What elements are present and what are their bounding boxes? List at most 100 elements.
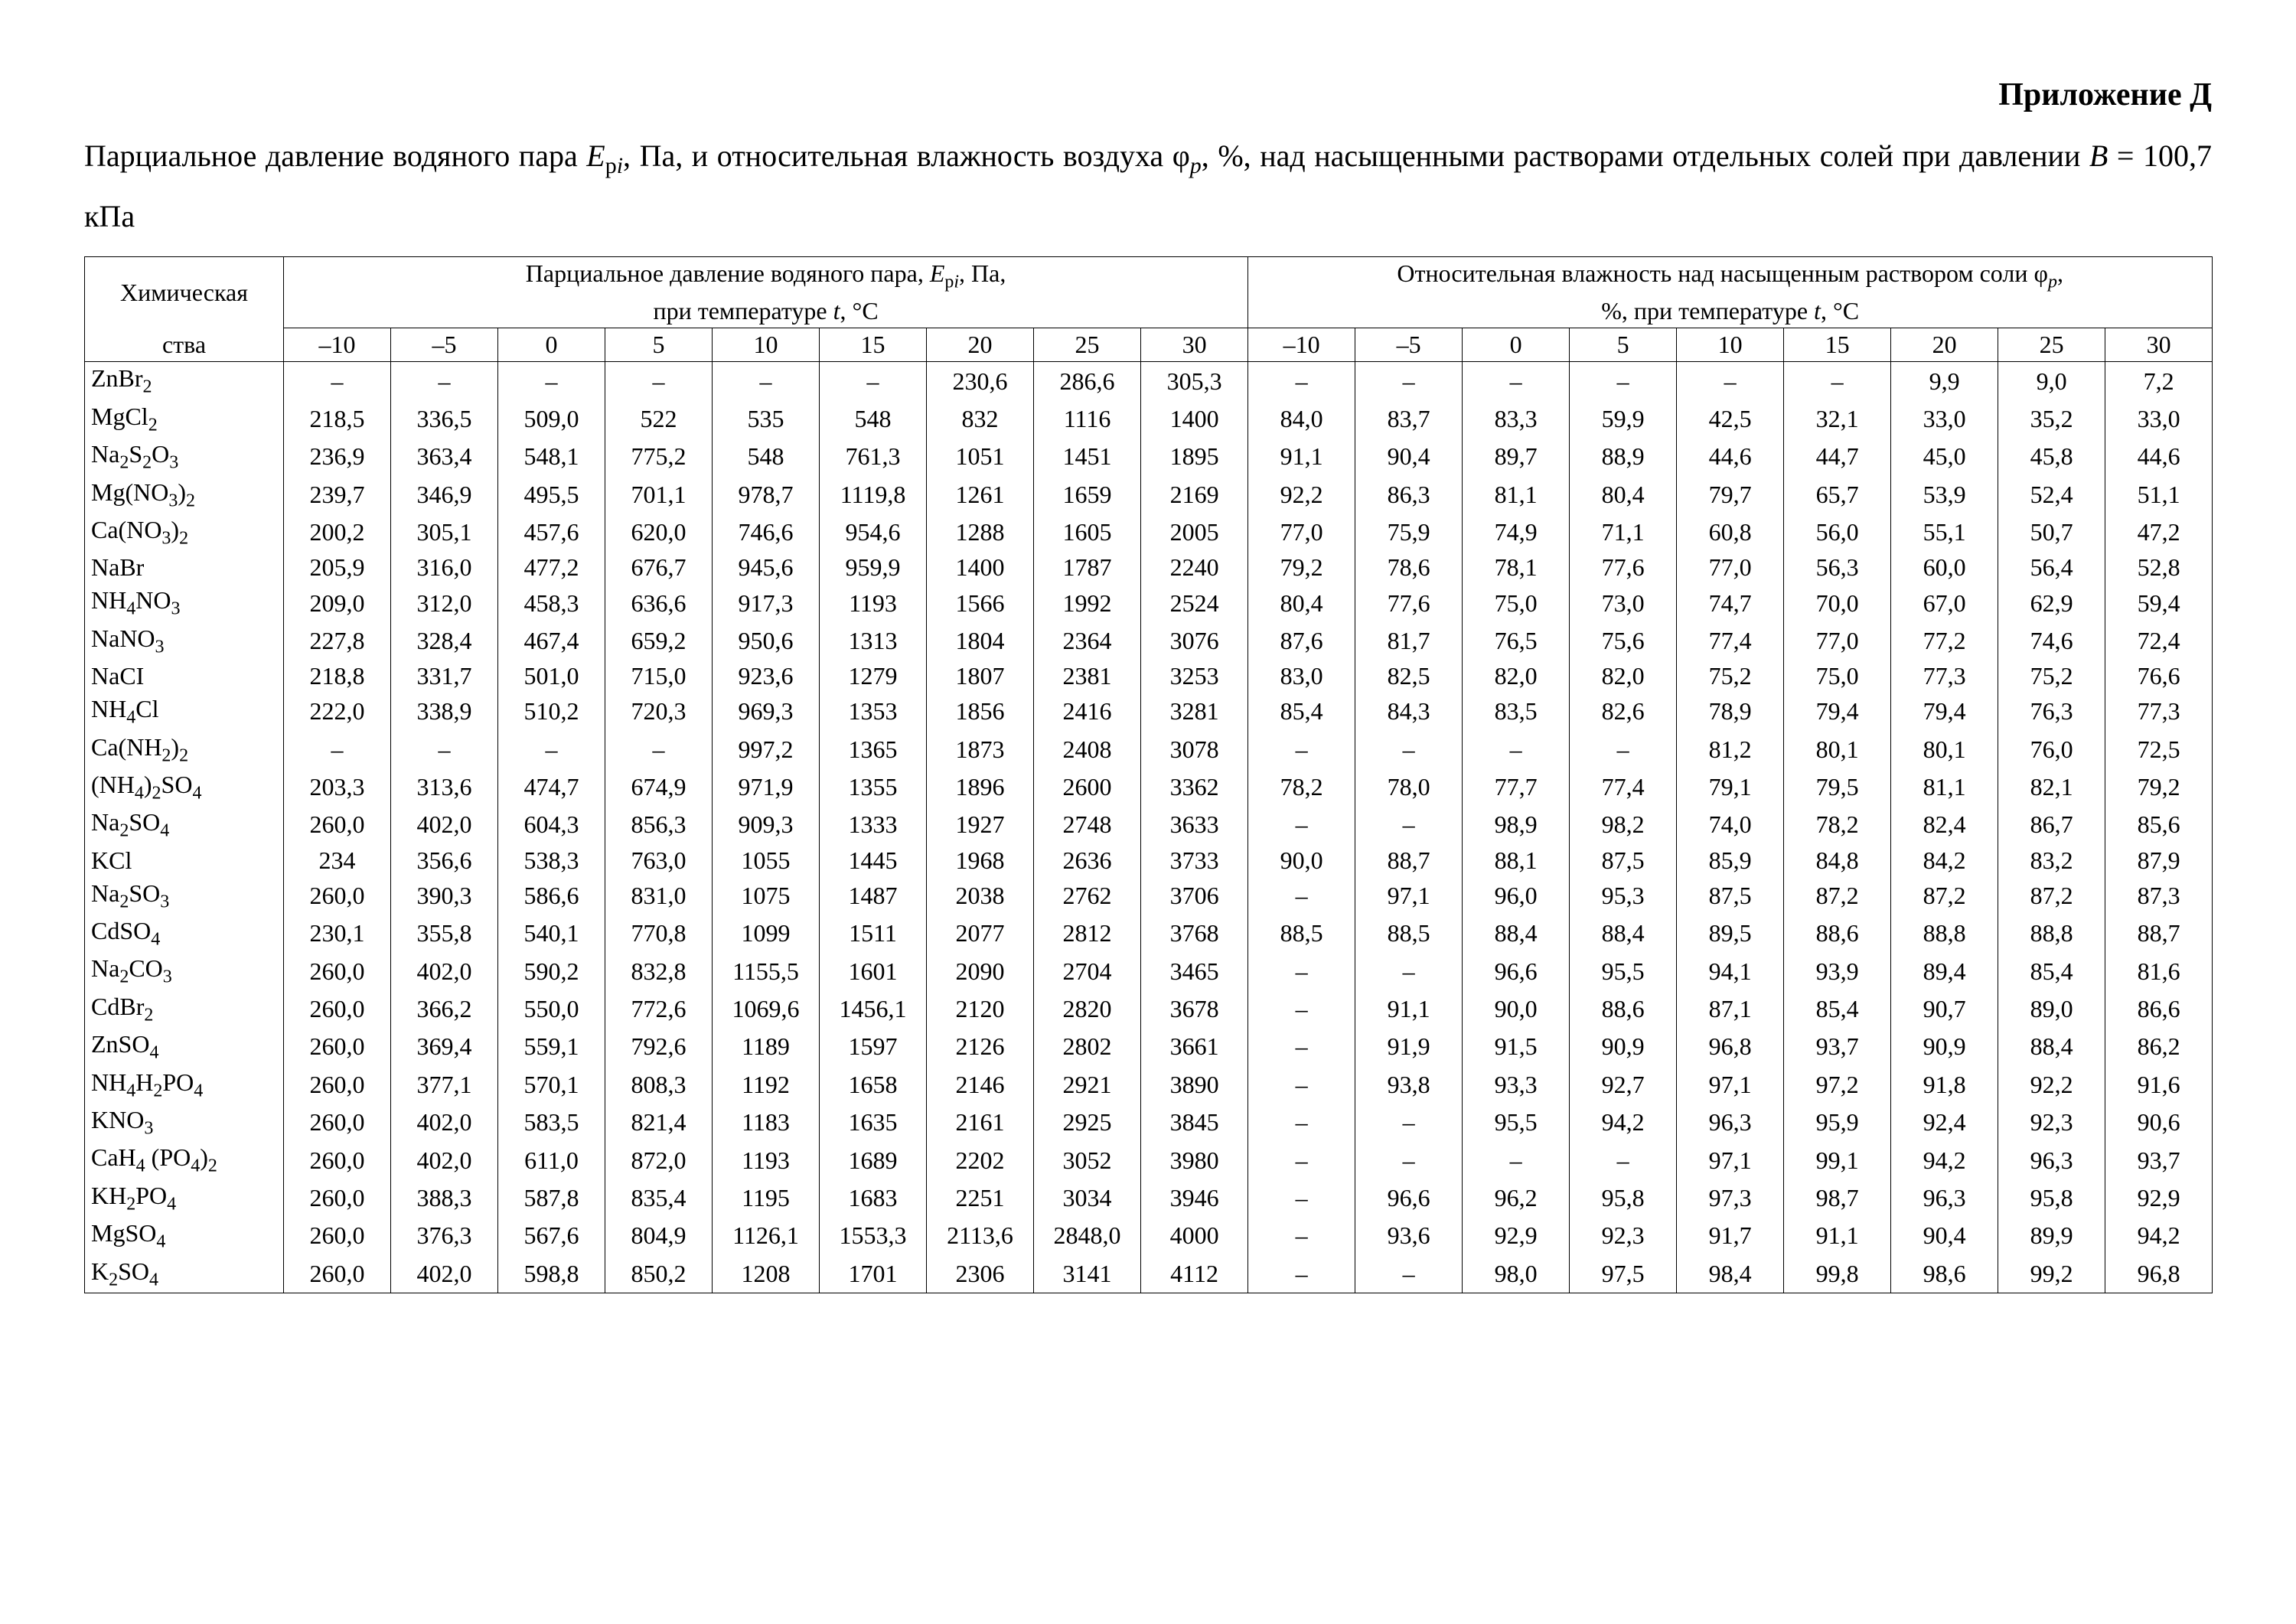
humidity-cell: 98,4: [1677, 1255, 1784, 1293]
table-row: CdSO4230,1355,8540,1770,8109915112077281…: [85, 915, 2213, 952]
table-row: Na2SO4260,0402,0604,3856,3909,3133319272…: [85, 806, 2213, 843]
humidity-cell: 91,6: [2105, 1066, 2213, 1104]
humidity-cell: 96,2: [1463, 1179, 1570, 1217]
humidity-cell: 75,6: [1570, 622, 1677, 660]
humidity-cell: 82,1: [1998, 768, 2105, 806]
formula-cell: Ca(NH2)2: [85, 731, 284, 768]
humidity-cell: 94,2: [2105, 1217, 2213, 1254]
pressure-cell: 1807: [927, 660, 1034, 693]
humidity-cell: 91,7: [1677, 1217, 1784, 1254]
humidity-cell: 88,6: [1784, 915, 1891, 952]
formula-cell: MgSO4: [85, 1217, 284, 1254]
pressure-cell: 390,3: [391, 877, 498, 915]
pressure-cell: 316,0: [391, 551, 498, 584]
humidity-cell: 99,2: [1998, 1255, 2105, 1293]
humidity-cell: 83,5: [1463, 693, 1570, 730]
humidity-cell: 81,7: [1355, 622, 1463, 660]
humidity-cell: 33,0: [2105, 400, 2213, 438]
pressure-cell: 467,4: [498, 622, 605, 660]
table-row: KCl234356,6538,3763,01055144519682636373…: [85, 844, 2213, 877]
humidity-cell: 91,1: [1355, 990, 1463, 1028]
pressure-cell: 775,2: [605, 438, 713, 475]
pressure-cell: 715,0: [605, 660, 713, 693]
pressure-cell: 959,9: [820, 551, 927, 584]
humidity-cell: –: [1248, 1104, 1355, 1141]
pressure-cell: 3253: [1141, 660, 1248, 693]
pressure-cell: 548,1: [498, 438, 605, 475]
pressure-cell: 1659: [1034, 476, 1141, 514]
formula-cell: Na2SO4: [85, 806, 284, 843]
humidity-cell: –: [1248, 1255, 1355, 1293]
pressure-cell: 402,0: [391, 952, 498, 990]
formula-cell: CdBr2: [85, 990, 284, 1028]
pressure-cell: 356,6: [391, 844, 498, 877]
pressure-cell: 945,6: [713, 551, 820, 584]
humidity-cell: –: [1570, 731, 1677, 768]
humidity-cell: 73,0: [1570, 584, 1677, 621]
humidity-cell: 91,1: [1784, 1217, 1891, 1254]
humidity-cell: 81,2: [1677, 731, 1784, 768]
pressure-cell: 3678: [1141, 990, 1248, 1028]
humidity-cell: –: [1248, 990, 1355, 1028]
humidity-cell: 74,0: [1677, 806, 1784, 843]
table-body: ZnBr2––––––230,6286,6305,3––––––9,99,07,…: [85, 362, 2213, 1293]
humidity-cell: 98,9: [1463, 806, 1570, 843]
pressure-cell: 377,1: [391, 1066, 498, 1104]
pressure-cell: 761,3: [820, 438, 927, 475]
pressure-cell: 1804: [927, 622, 1034, 660]
pressure-cell: 676,7: [605, 551, 713, 584]
humidity-cell: 79,4: [1891, 693, 1998, 730]
humidity-cell: 78,1: [1463, 551, 1570, 584]
pressure-cell: 831,0: [605, 877, 713, 915]
table-row: NH4NO3209,0312,0458,3636,6917,3119315661…: [85, 584, 2213, 621]
pressure-cell: 659,2: [605, 622, 713, 660]
pressure-cell: 1487: [820, 877, 927, 915]
humidity-cell: 83,2: [1998, 844, 2105, 877]
table-row: K2SO4260,0402,0598,8850,2120817012306314…: [85, 1255, 2213, 1293]
pressure-cell: 2146: [927, 1066, 1034, 1104]
humidity-cell: 95,3: [1570, 877, 1677, 915]
humidity-cell: 74,7: [1677, 584, 1784, 621]
preamble-text: Парциальное давление водяного пара Epi, …: [84, 127, 2212, 246]
temp-col: 20: [1891, 328, 1998, 362]
humidity-cell: 56,4: [1998, 551, 2105, 584]
pressure-cell: 260,0: [284, 1066, 391, 1104]
humidity-cell: 93,7: [2105, 1141, 2213, 1179]
table-row: KNO3260,0402,0583,5821,41183163521612925…: [85, 1104, 2213, 1141]
humidity-cell: –: [1248, 952, 1355, 990]
pressure-cell: 720,3: [605, 693, 713, 730]
pressure-cell: 260,0: [284, 990, 391, 1028]
humidity-cell: 92,7: [1570, 1066, 1677, 1104]
table-row: Na2S2O3236,9363,4548,1775,2548761,310511…: [85, 438, 2213, 475]
humidity-cell: 35,2: [1998, 400, 2105, 438]
pressure-cell: 218,5: [284, 400, 391, 438]
pressure-cell: 950,6: [713, 622, 820, 660]
humidity-cell: 85,6: [2105, 806, 2213, 843]
humidity-cell: –: [1784, 362, 1891, 400]
humidity-cell: 87,5: [1677, 877, 1784, 915]
pressure-cell: 501,0: [498, 660, 605, 693]
pressure-cell: 1445: [820, 844, 927, 877]
pressure-cell: 1119,8: [820, 476, 927, 514]
pressure-cell: 548: [820, 400, 927, 438]
humidity-cell: –: [1570, 1141, 1677, 1179]
humidity-cell: 91,9: [1355, 1028, 1463, 1065]
humidity-cell: 88,8: [1998, 915, 2105, 952]
humidity-cell: 88,5: [1248, 915, 1355, 952]
temp-col: 0: [1463, 328, 1570, 362]
pressure-cell: 3281: [1141, 693, 1248, 730]
humidity-cell: 56,3: [1784, 551, 1891, 584]
humidity-cell: 90,4: [1891, 1217, 1998, 1254]
table-row: NaCI218,8331,7501,0715,0923,612791807238…: [85, 660, 2213, 693]
humidity-cell: 97,5: [1570, 1255, 1677, 1293]
pressure-cell: 3078: [1141, 731, 1248, 768]
humidity-cell: 98,7: [1784, 1179, 1891, 1217]
pressure-cell: 218,8: [284, 660, 391, 693]
pressure-cell: 1193: [820, 584, 927, 621]
pressure-cell: 570,1: [498, 1066, 605, 1104]
formula-cell: NH4H2PO4: [85, 1066, 284, 1104]
formula-cell: KNO3: [85, 1104, 284, 1141]
pressure-cell: 1261: [927, 476, 1034, 514]
pressure-cell: 2038: [927, 877, 1034, 915]
temp-col: 10: [1677, 328, 1784, 362]
